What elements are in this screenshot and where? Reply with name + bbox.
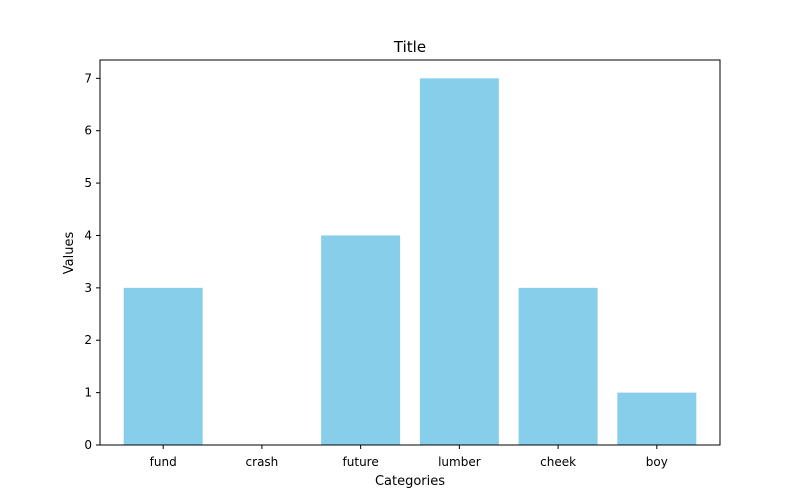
- x-tick-label: cheek: [540, 455, 576, 469]
- x-tick-label: boy: [646, 455, 668, 469]
- x-tick-label: fund: [150, 455, 177, 469]
- bar-future: [321, 235, 401, 445]
- y-tick-label: 4: [84, 228, 92, 242]
- bar-cheek: [518, 287, 598, 445]
- bars-group: [123, 78, 697, 445]
- y-tick-label: 6: [84, 124, 92, 138]
- x-tick-label: lumber: [438, 455, 481, 469]
- y-tick-label: 1: [84, 386, 92, 400]
- x-axis-label: Categories: [375, 474, 445, 489]
- bar-lumber: [419, 78, 499, 445]
- y-axis-label: Values: [62, 232, 77, 275]
- x-axis-ticks: fund crash future lumber cheek boy: [150, 445, 668, 469]
- bar-boy: [617, 392, 697, 445]
- x-tick-label: future: [343, 455, 379, 469]
- x-tick-label: crash: [246, 455, 279, 469]
- plot-area-frame: [99, 59, 721, 446]
- y-tick-label: 3: [84, 281, 92, 295]
- y-tick-label: 2: [84, 333, 92, 347]
- y-tick-label: 0: [84, 438, 92, 452]
- y-axis-ticks: 0 1 2 3 4 5 6 7: [84, 71, 100, 452]
- y-tick-label: 7: [84, 71, 92, 85]
- bar-fund: [123, 287, 203, 445]
- chart-title: Title: [393, 38, 426, 56]
- y-tick-label: 5: [84, 176, 92, 190]
